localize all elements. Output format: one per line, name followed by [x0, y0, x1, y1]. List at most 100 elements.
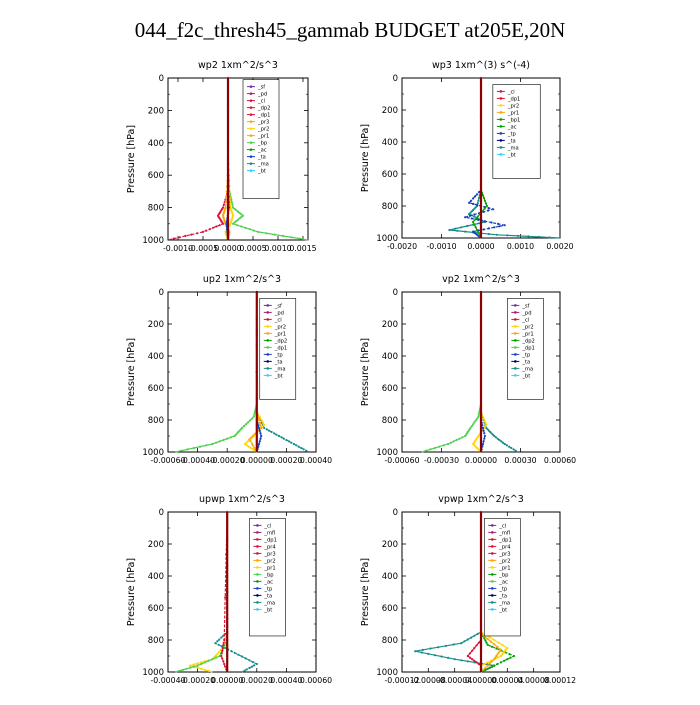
- legend-marker: [499, 90, 503, 93]
- legend-entry: _dp1: [507, 96, 520, 102]
- series-marker: [475, 661, 478, 664]
- series-marker: [483, 425, 486, 428]
- legend-marker: [249, 141, 253, 144]
- series-marker: [495, 654, 498, 658]
- legend-marker: [499, 97, 503, 100]
- x-tick-label: -0.00012: [384, 676, 419, 685]
- y-tick-label: 200: [148, 106, 164, 116]
- legend-entry: _ac: [507, 124, 517, 130]
- series-marker: [460, 659, 463, 662]
- series-line: [175, 512, 228, 673]
- series-marker: [438, 445, 441, 448]
- y-tick-label: 800: [382, 202, 398, 212]
- series-marker: [460, 642, 463, 645]
- chart-panel-6: vpwp 1xm^2/s^3 Pressure [hPa] 0 200 400 600 80…: [360, 494, 576, 685]
- legend-marker: [256, 524, 259, 527]
- series-marker: [477, 641, 480, 644]
- series-marker: [481, 415, 484, 418]
- series-marker: [496, 437, 499, 440]
- legend-entry: _pr1: [507, 110, 519, 116]
- legend-entry: _sf: [257, 85, 265, 91]
- series-marker: [453, 658, 456, 661]
- series-marker: [290, 441, 293, 444]
- series-marker: [241, 214, 245, 217]
- series-marker: [512, 654, 516, 658]
- legend: _sf_pd_cl_dp2_dp1_pr3_pr2_pr1_bp_ac_ta_m…: [242, 79, 280, 200]
- series-marker: [251, 448, 254, 451]
- series-marker: [483, 419, 486, 422]
- series-marker: [487, 209, 490, 212]
- series-marker: [476, 215, 479, 218]
- legend-marker: [266, 311, 270, 314]
- series-marker: [476, 193, 479, 196]
- series-marker: [470, 199, 473, 202]
- legend-entry: _pr1: [274, 331, 286, 337]
- series-marker: [482, 417, 485, 420]
- series-marker: [493, 664, 496, 667]
- series-marker: [496, 656, 499, 659]
- y-tick-label: 400: [148, 139, 164, 149]
- y-tick-label: 400: [148, 352, 164, 362]
- series-marker: [503, 442, 506, 446]
- legend-marker: [249, 120, 253, 123]
- series-marker: [217, 643, 220, 646]
- legend-entry: _bt: [263, 607, 272, 613]
- series-marker: [252, 444, 255, 447]
- legend-entry: _tp: [498, 586, 508, 592]
- series-marker: [222, 644, 225, 647]
- series-marker: [414, 650, 417, 653]
- series-marker: [253, 413, 256, 416]
- y-tick-label: 800: [148, 204, 164, 214]
- series-marker: [461, 436, 464, 439]
- legend-marker: [490, 538, 494, 541]
- series-marker: [477, 191, 481, 194]
- legend-marker: [249, 85, 253, 88]
- series-marker: [189, 666, 192, 669]
- series-marker: [472, 423, 475, 426]
- series-marker: [472, 197, 475, 200]
- legend-entry: _pr4: [263, 544, 276, 550]
- series-marker: [427, 652, 430, 656]
- chart-panel-5: upwp 1xm^2/s^3 Pressure [hPa] 0 200 400 600 80…: [126, 494, 332, 685]
- series-marker: [200, 662, 203, 666]
- series-marker: [452, 643, 455, 646]
- series-marker: [239, 428, 242, 431]
- series-marker: [488, 666, 491, 669]
- x-tick-label: -0.00040: [180, 456, 215, 465]
- series-marker: [458, 437, 461, 440]
- legend-entry: _pr3: [498, 551, 510, 557]
- series-marker: [482, 429, 485, 432]
- series-marker: [493, 638, 496, 642]
- series-marker: [252, 229, 255, 232]
- series-marker: [475, 644, 478, 647]
- series-marker: [265, 232, 268, 235]
- series-marker: [505, 444, 508, 447]
- series-marker: [497, 641, 500, 644]
- series-marker: [231, 206, 235, 209]
- series-marker: [220, 636, 223, 639]
- x-tick-label: -0.00060: [150, 456, 185, 465]
- legend-entry: _pr1: [498, 565, 510, 571]
- legend-marker: [266, 318, 270, 321]
- legend-marker: [499, 139, 503, 142]
- series-marker: [240, 216, 243, 219]
- series-marker: [211, 226, 215, 229]
- legend-marker: [514, 353, 517, 356]
- series-marker: [223, 662, 226, 666]
- x-tick-label: 0.00030: [504, 456, 536, 465]
- legend-marker: [256, 545, 259, 548]
- series-marker: [253, 446, 256, 449]
- series-marker: [252, 415, 255, 418]
- series-marker: [248, 438, 251, 441]
- series-marker: [454, 227, 457, 230]
- y-tick-label: 0: [159, 288, 164, 298]
- series-marker: [476, 228, 479, 232]
- series-marker: [259, 432, 262, 435]
- series-marker: [473, 444, 476, 447]
- series-marker: [277, 434, 281, 438]
- series-marker: [230, 650, 233, 653]
- legend-entry: _pr1: [263, 565, 275, 571]
- series-marker: [490, 660, 494, 663]
- legend-marker: [266, 332, 270, 335]
- legend-entry: _bt: [507, 152, 516, 158]
